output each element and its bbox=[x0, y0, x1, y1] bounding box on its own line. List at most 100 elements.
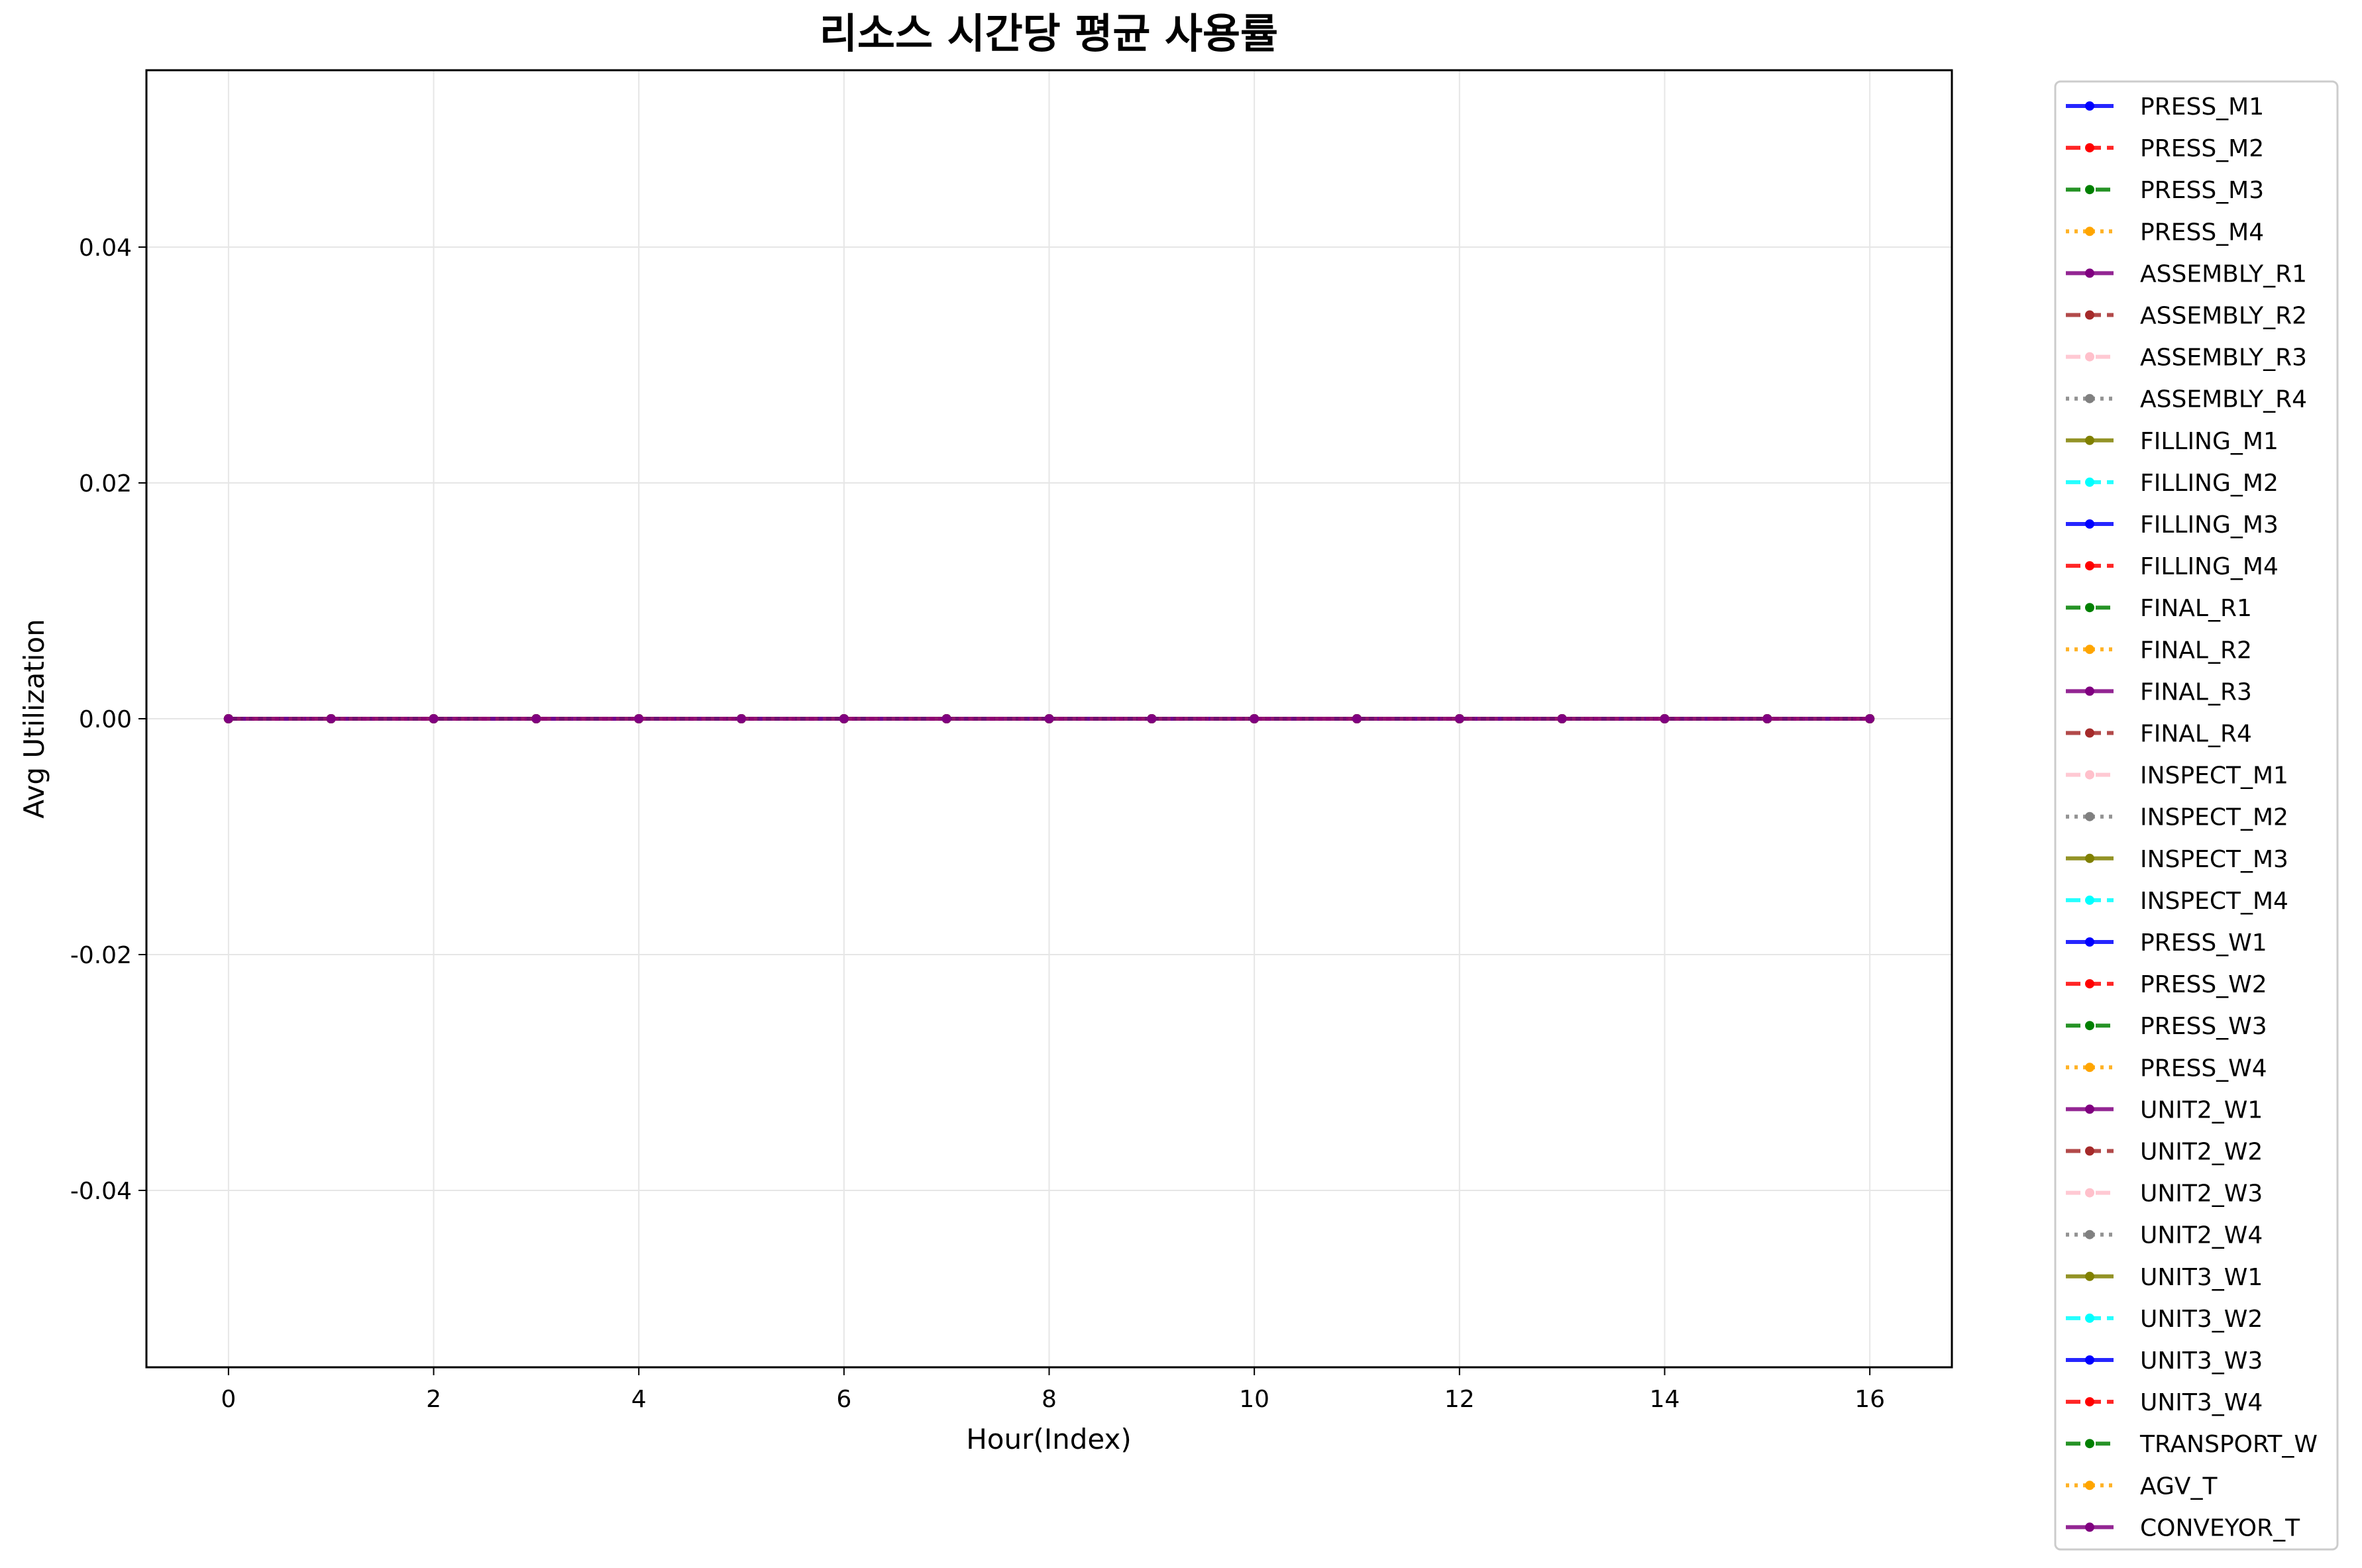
legend-label: INSPECT_M2 bbox=[2140, 804, 2288, 831]
y-axis-ticks: -0.04 -0.02 0.00 0.02 0.04 bbox=[70, 235, 146, 1205]
legend-marker bbox=[2085, 268, 2094, 278]
data-point bbox=[839, 714, 849, 723]
data-point bbox=[634, 714, 644, 723]
y-tick-label: -0.02 bbox=[70, 942, 132, 969]
chart-title: 리소스 시간당 평균 사용률 bbox=[820, 9, 1278, 58]
legend-label: ASSEMBLY_R2 bbox=[2140, 303, 2307, 330]
legend-label: PRESS_W3 bbox=[2140, 1013, 2267, 1040]
legend-marker bbox=[2085, 352, 2094, 362]
data-point bbox=[223, 714, 233, 723]
data-point bbox=[429, 714, 439, 723]
legend-label: FINAL_R4 bbox=[2140, 721, 2252, 748]
legend-label: UNIT3_W2 bbox=[2140, 1306, 2263, 1333]
legend-marker bbox=[2085, 770, 2094, 780]
legend-label: CONVEYOR_T bbox=[2140, 1514, 2300, 1542]
data-point bbox=[1250, 714, 1260, 723]
x-tick-label: 6 bbox=[836, 1386, 851, 1413]
legend-label: FINAL_R1 bbox=[2140, 595, 2252, 622]
x-tick-label: 0 bbox=[221, 1386, 236, 1413]
data-point bbox=[1147, 714, 1157, 723]
legend-label: INSPECT_M4 bbox=[2140, 888, 2288, 915]
legend-label: ASSEMBLY_R4 bbox=[2140, 386, 2307, 413]
legend-label: UNIT2_W1 bbox=[2140, 1096, 2263, 1124]
legend-marker bbox=[2085, 853, 2094, 863]
legend-marker bbox=[2085, 1021, 2094, 1031]
legend-label: UNIT3_W3 bbox=[2140, 1347, 2263, 1375]
legend-marker bbox=[2085, 477, 2094, 487]
legend-label: PRESS_M1 bbox=[2140, 93, 2264, 121]
legend-label: ASSEMBLY_R3 bbox=[2140, 344, 2307, 372]
legend-label: ASSEMBLY_R1 bbox=[2140, 260, 2307, 287]
y-tick-label: 0.02 bbox=[79, 470, 132, 497]
data-point bbox=[531, 714, 541, 723]
legend-label: PRESS_W4 bbox=[2140, 1055, 2267, 1082]
legend-marker bbox=[2085, 310, 2094, 320]
legend-label: FILLING_M4 bbox=[2140, 553, 2279, 580]
data-point bbox=[941, 714, 951, 723]
legend-label: INSPECT_M3 bbox=[2140, 846, 2288, 873]
data-point bbox=[326, 714, 336, 723]
legend-marker bbox=[2085, 1481, 2094, 1490]
data-point bbox=[1044, 714, 1054, 723]
y-tick-label: 0.00 bbox=[79, 706, 132, 733]
legend-label: FILLING_M3 bbox=[2140, 511, 2279, 539]
legend-marker bbox=[2085, 686, 2094, 696]
legend-marker bbox=[2085, 1439, 2094, 1449]
data-point bbox=[1660, 714, 1670, 723]
data-point bbox=[1557, 714, 1567, 723]
legend-label: INSPECT_M1 bbox=[2140, 762, 2288, 790]
x-tick-label: 2 bbox=[426, 1386, 441, 1413]
legend-label: TRANSPORT_W bbox=[2139, 1431, 2318, 1458]
legend-label: UNIT3_W4 bbox=[2140, 1389, 2263, 1416]
x-tick-label: 16 bbox=[1854, 1386, 1885, 1413]
legend-marker bbox=[2085, 937, 2094, 947]
legend-label: AGV_T bbox=[2140, 1473, 2218, 1500]
legend-label: PRESS_W1 bbox=[2140, 929, 2267, 957]
legend-marker bbox=[2085, 393, 2094, 403]
legend-frame bbox=[2054, 80, 2339, 1551]
x-tick-label: 8 bbox=[1042, 1386, 1057, 1413]
x-axis-label: Hour(Index) bbox=[966, 1423, 1132, 1455]
legend-marker bbox=[2085, 895, 2094, 905]
legend-label: UNIT3_W1 bbox=[2140, 1264, 2263, 1291]
legend-label: FINAL_R2 bbox=[2140, 637, 2252, 664]
series-layer bbox=[223, 714, 1875, 723]
legend-marker bbox=[2085, 143, 2094, 153]
legend-marker bbox=[2085, 1146, 2094, 1156]
legend-marker bbox=[2085, 979, 2094, 989]
y-axis-label: Avg Utilization bbox=[18, 619, 50, 819]
data-point bbox=[1454, 714, 1464, 723]
legend-marker bbox=[2085, 1271, 2094, 1281]
legend-marker bbox=[2085, 1313, 2094, 1323]
legend-marker bbox=[2085, 1063, 2094, 1072]
data-point bbox=[1865, 714, 1875, 723]
x-tick-label: 4 bbox=[631, 1386, 647, 1413]
legend-label: PRESS_W2 bbox=[2140, 971, 2267, 998]
legend-marker bbox=[2085, 811, 2094, 821]
legend: PRESS_M1 PRESS_M2 PRESS_M3 PRESS_M4 ASSEMBLY… bbox=[2054, 80, 2339, 1551]
legend-marker bbox=[2085, 603, 2094, 613]
x-tick-label: 10 bbox=[1239, 1386, 1269, 1413]
legend-marker bbox=[2085, 101, 2094, 111]
data-point bbox=[1352, 714, 1362, 723]
y-tick-label: 0.04 bbox=[79, 235, 132, 262]
y-tick-label: -0.04 bbox=[70, 1178, 132, 1205]
legend-label: FILLING_M2 bbox=[2140, 470, 2279, 497]
legend-marker bbox=[2085, 1229, 2094, 1239]
legend-marker bbox=[2085, 435, 2094, 445]
legend-marker bbox=[2085, 1104, 2094, 1114]
x-tick-label: 12 bbox=[1444, 1386, 1475, 1413]
legend-marker bbox=[2085, 227, 2094, 236]
x-axis-ticks: 0 2 4 6 8 10 12 14 16 bbox=[221, 1367, 1885, 1413]
legend-marker bbox=[2085, 1522, 2094, 1532]
legend-marker bbox=[2085, 728, 2094, 738]
legend-label: UNIT2_W2 bbox=[2140, 1139, 2263, 1166]
legend-label: FILLING_M1 bbox=[2140, 428, 2279, 455]
legend-marker bbox=[2085, 519, 2094, 529]
legend-label: FINAL_R3 bbox=[2140, 678, 2252, 706]
data-point bbox=[737, 714, 747, 723]
legend-marker bbox=[2085, 1188, 2094, 1198]
legend-label: UNIT2_W3 bbox=[2140, 1180, 2263, 1208]
legend-label: PRESS_M3 bbox=[2140, 177, 2264, 204]
